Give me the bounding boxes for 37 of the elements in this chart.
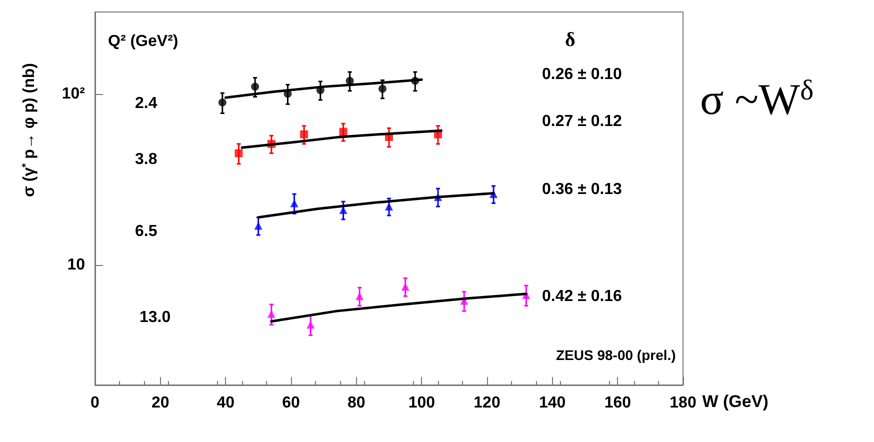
x-tick-label: 60	[282, 394, 300, 412]
x-tick-label: 160	[604, 394, 632, 412]
point	[356, 292, 364, 300]
point	[300, 130, 308, 138]
point	[339, 128, 348, 136]
line-series	[240, 129, 443, 149]
y-tick-label: 10²	[62, 85, 85, 102]
annotation: 3.8	[135, 151, 158, 168]
text: σ ~W$^{δ}$	[700, 75, 814, 124]
x-tick-label: 100	[408, 394, 436, 412]
annotation: 0.26 ± 0.10	[542, 66, 622, 83]
point	[234, 149, 243, 158]
x-tick-label: 20	[151, 394, 170, 412]
x-tick-label: 120	[474, 394, 500, 412]
annotation: 6.5	[135, 223, 158, 240]
point	[401, 282, 410, 291]
point	[218, 98, 226, 106]
point	[306, 320, 315, 329]
annotation: 0.27 ± 0.12	[542, 113, 622, 130]
x-axis-title: W (GeV)	[702, 392, 768, 411]
x-tick-label: 0	[90, 394, 100, 412]
y-tick-label: 10	[67, 256, 86, 274]
x-tick-label: 80	[347, 394, 366, 412]
annotation: 2.4	[135, 95, 158, 112]
point	[378, 84, 386, 93]
annotation: 13.0	[140, 309, 171, 326]
annotation: ZEUS 98-00 (prel.)	[556, 347, 676, 363]
point	[251, 82, 260, 91]
point	[254, 222, 262, 230]
x-tick-label: 180	[670, 394, 696, 412]
annotation: Q² (GeV²)	[108, 33, 178, 50]
annotation: 0.36 ± 0.13	[542, 181, 622, 198]
x-tick-label: 140	[538, 394, 566, 412]
annotation: 0.42 ± 0.16	[542, 288, 622, 305]
x-tick-label: 40	[216, 394, 235, 412]
annotation: δ	[565, 29, 576, 51]
point	[267, 310, 276, 318]
